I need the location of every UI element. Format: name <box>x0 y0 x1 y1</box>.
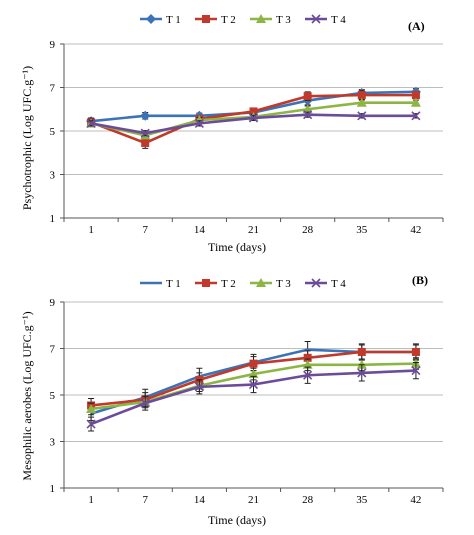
y-tick-label: 1 <box>50 483 56 495</box>
legend-marker <box>202 279 210 287</box>
data-point <box>302 104 313 114</box>
legend-panel-b: T 1 T 2 T 3 T 4 <box>140 278 346 290</box>
legend-item: T 3 <box>250 278 291 290</box>
data-point <box>140 128 150 138</box>
y-tick-label: 1 <box>50 213 56 225</box>
legend-label: T 4 <box>331 14 346 26</box>
data-point <box>357 111 367 121</box>
legend-item: T 2 <box>195 278 236 290</box>
data-point <box>410 97 421 107</box>
series-4 <box>86 361 421 432</box>
data-point <box>303 110 313 120</box>
data-point <box>357 91 366 100</box>
data-point <box>248 113 259 123</box>
x-tick-label: 1 <box>88 224 94 236</box>
y-tick-label: 9 <box>50 39 56 51</box>
panel-label-a: (A) <box>408 19 425 33</box>
legend-label: T 4 <box>331 278 346 290</box>
y-tick-label: 3 <box>50 170 56 182</box>
legend-item: T 3 <box>250 14 291 26</box>
x-tick-label: 21 <box>248 224 259 236</box>
x-tick-label: 14 <box>194 494 206 506</box>
x-axis-title-panel-a: Time (days) <box>208 240 266 254</box>
x-tick-label: 42 <box>410 224 421 236</box>
y-tick-label: 9 <box>50 297 56 309</box>
data-point <box>303 370 313 380</box>
x-tick-label: 42 <box>410 494 421 506</box>
legend-label: T 2 <box>221 14 236 26</box>
data-point <box>411 366 421 376</box>
y-axis-title-panel-b: Mesophilic aerobes (Log UFC.g⁻¹) <box>20 311 34 480</box>
legend-label: T 2 <box>221 278 236 290</box>
data-point <box>248 369 259 379</box>
x-tick-label: 28 <box>302 224 314 236</box>
data-point <box>302 359 313 369</box>
legend-marker <box>256 278 266 287</box>
legend-marker <box>202 15 210 23</box>
legend-marker <box>311 14 321 24</box>
series-4 <box>86 110 421 138</box>
legend-item: T 4 <box>305 278 346 290</box>
legend-item: T 1 <box>140 278 181 290</box>
data-point <box>411 111 421 121</box>
y-axis-title-panel-a: Psychotrophic (Log UFC.g⁻¹) <box>20 66 34 210</box>
x-tick-label: 7 <box>142 494 148 506</box>
legend-panel-a: T 1 T 2 T 3 T 4 <box>140 14 346 26</box>
x-tick-label: 14 <box>194 224 206 236</box>
x-tick-label: 35 <box>356 494 368 506</box>
legend-marker <box>256 14 266 23</box>
data-point <box>194 382 204 392</box>
legend-label: T 1 <box>166 278 181 290</box>
data-point <box>86 419 96 429</box>
x-tick-label: 21 <box>248 494 259 506</box>
legend-item: T 4 <box>305 14 346 26</box>
data-point <box>194 118 204 128</box>
y-tick-label: 7 <box>50 83 56 95</box>
data-point <box>357 347 366 356</box>
y-tick-label: 5 <box>50 126 56 138</box>
data-point <box>249 107 258 116</box>
legend-marker <box>146 14 156 24</box>
panel-label-b: (B) <box>412 273 428 287</box>
data-point <box>356 97 367 107</box>
legend-item: T 1 <box>140 14 181 26</box>
x-axis-title-panel-b: Time (days) <box>208 513 266 527</box>
legend-label: T 3 <box>276 278 291 290</box>
y-tick-label: 5 <box>50 390 56 402</box>
legend-item: T 2 <box>195 14 236 26</box>
x-tick-label: 35 <box>356 224 368 236</box>
data-point <box>303 353 312 362</box>
data-point <box>140 398 150 408</box>
x-tick-label: 7 <box>142 224 148 236</box>
y-tick-label: 7 <box>50 344 56 356</box>
legend-label: T 3 <box>276 14 291 26</box>
y-tick-label: 3 <box>50 437 56 449</box>
data-point <box>140 110 151 121</box>
data-point <box>86 118 96 128</box>
data-point <box>357 368 367 378</box>
data-point <box>411 91 420 100</box>
x-tick-label: 1 <box>88 494 94 506</box>
data-point <box>248 379 259 390</box>
data-point <box>141 138 150 147</box>
data-point <box>86 403 97 413</box>
x-tick-label: 28 <box>302 494 314 506</box>
legend-marker <box>311 278 321 288</box>
data-point <box>303 92 312 101</box>
data-point <box>411 347 420 356</box>
data-point <box>249 359 258 368</box>
legend-label: T 1 <box>166 14 181 26</box>
